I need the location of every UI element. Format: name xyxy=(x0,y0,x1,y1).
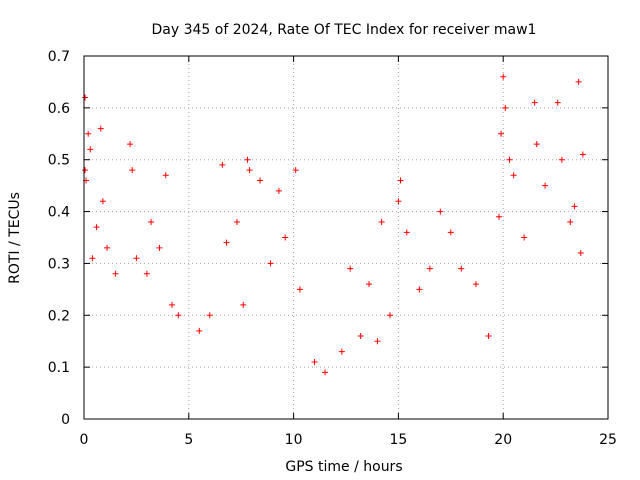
data-point xyxy=(282,234,289,241)
data-point xyxy=(234,218,241,225)
chart-ticks xyxy=(83,55,609,420)
data-point xyxy=(502,104,509,111)
x-tick-label: 20 xyxy=(494,432,512,448)
data-point xyxy=(196,327,203,334)
y-axis-label: ROTI / TECUs xyxy=(7,192,23,284)
data-point xyxy=(447,229,454,236)
x-tick-label: 10 xyxy=(285,432,303,448)
data-point xyxy=(472,281,479,288)
x-tick-label: 15 xyxy=(389,432,407,448)
x-axis-label: GPS time / hours xyxy=(285,459,402,475)
data-point xyxy=(558,156,565,163)
data-point xyxy=(244,156,251,163)
plot-frame xyxy=(83,55,609,420)
data-point xyxy=(387,312,394,319)
data-point xyxy=(257,177,264,184)
data-point xyxy=(575,78,582,85)
data-point xyxy=(567,218,574,225)
data-point xyxy=(416,286,423,293)
data-point xyxy=(219,161,226,168)
data-point xyxy=(500,73,507,80)
data-point xyxy=(112,270,119,277)
data-point xyxy=(533,141,540,148)
data-point xyxy=(397,177,404,184)
x-tick-label: 5 xyxy=(184,432,193,448)
data-point xyxy=(426,265,433,272)
data-point xyxy=(169,301,176,308)
data-point xyxy=(506,156,513,163)
data-point xyxy=(162,172,169,179)
data-point xyxy=(366,281,373,288)
data-point xyxy=(510,172,517,179)
data-point xyxy=(133,255,140,262)
chart-title: Day 345 of 2024, Rate Of TEC Index for r… xyxy=(152,22,537,38)
data-point xyxy=(338,348,345,355)
data-point xyxy=(99,198,106,205)
data-point xyxy=(148,218,155,225)
data-point xyxy=(395,198,402,205)
data-point xyxy=(104,244,111,251)
y-tick-labels: 0 0.1 0.2 0.3 0.4 0.5 0.6 0.7 xyxy=(48,49,70,428)
data-point xyxy=(89,255,96,262)
x-tick-labels: 0 5 10 15 20 25 xyxy=(80,432,617,448)
data-point xyxy=(554,99,561,106)
data-point xyxy=(296,286,303,293)
data-point xyxy=(311,358,318,365)
data-point xyxy=(542,182,549,189)
data-point xyxy=(498,130,505,137)
data-point xyxy=(82,167,89,174)
data-point xyxy=(129,167,136,174)
y-tick-label: 0.6 xyxy=(48,101,70,117)
data-point xyxy=(87,146,94,153)
data-point xyxy=(267,260,274,267)
data-point xyxy=(127,141,134,148)
data-point xyxy=(143,270,150,277)
y-tick-label: 0.2 xyxy=(48,308,70,324)
chart-points xyxy=(82,73,586,376)
data-point xyxy=(521,234,528,241)
data-point xyxy=(485,333,492,340)
data-point xyxy=(175,312,182,319)
data-point xyxy=(347,265,354,272)
x-tick-label: 0 xyxy=(80,432,89,448)
data-point xyxy=(322,369,329,376)
data-point xyxy=(378,218,385,225)
data-point xyxy=(374,338,381,345)
data-point xyxy=(403,229,410,236)
data-point xyxy=(93,224,100,231)
data-point xyxy=(275,187,282,194)
data-point xyxy=(246,167,253,174)
data-point xyxy=(531,99,538,106)
data-point xyxy=(82,94,89,101)
y-tick-label: 0.7 xyxy=(48,49,70,65)
data-point xyxy=(206,312,213,319)
data-point xyxy=(85,130,92,137)
data-point xyxy=(577,250,584,257)
y-tick-label: 0.1 xyxy=(48,360,70,376)
y-tick-label: 0.5 xyxy=(48,153,70,169)
y-tick-label: 0 xyxy=(61,412,70,428)
data-point xyxy=(437,208,444,215)
data-point xyxy=(156,244,163,251)
data-point xyxy=(458,265,465,272)
chart-grid xyxy=(84,56,608,419)
x-tick-label: 25 xyxy=(599,432,617,448)
data-point xyxy=(357,333,364,340)
data-point xyxy=(292,167,299,174)
data-point xyxy=(223,239,230,246)
data-point xyxy=(571,203,578,210)
data-point xyxy=(496,213,503,220)
data-point xyxy=(97,125,104,132)
data-point xyxy=(579,151,586,158)
y-tick-label: 0.3 xyxy=(48,256,70,272)
y-tick-label: 0.4 xyxy=(48,205,70,221)
data-point xyxy=(240,301,247,308)
